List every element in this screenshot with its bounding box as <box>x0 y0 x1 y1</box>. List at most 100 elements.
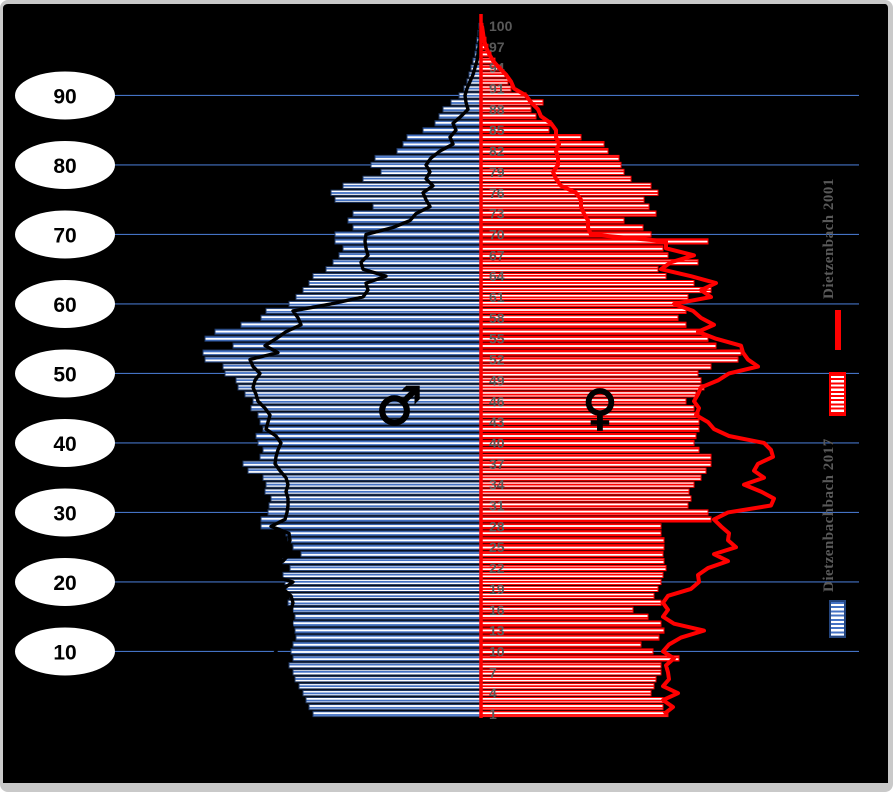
male-2017-bar <box>260 516 482 523</box>
female-2017-bar <box>480 676 657 683</box>
female-2017-bar <box>480 453 712 460</box>
female-2017-bar <box>480 523 662 530</box>
male-2017-bar <box>308 703 482 711</box>
female-2017-bar <box>480 537 665 544</box>
male-2017-bar <box>295 293 482 301</box>
female-2017-bar <box>480 627 665 634</box>
male-2017-bar <box>352 224 482 231</box>
male-2017-bar <box>312 273 482 280</box>
male-2017-bar <box>242 460 482 467</box>
male-2017-bar <box>235 377 482 384</box>
female-2017-bar <box>480 245 664 252</box>
female-2017-bar <box>480 460 712 467</box>
legend-label-2001: Dietzenbach 2001 <box>821 178 837 300</box>
decade-ovals-layer: 10 20 30 40 50 60 70 80 90 <box>15 71 115 676</box>
female-2017-bar <box>480 599 662 606</box>
female-2017-bar <box>480 655 680 662</box>
decade-oval-label: 20 <box>53 572 76 595</box>
pyramid-plot-area: 1 4 7 10 13 16 19 22 25 28 31 34 37 40 43 46 49 52 55 58 61 6… <box>15 13 859 722</box>
female-2017-bar <box>480 286 712 294</box>
female-2017-bar <box>480 488 690 495</box>
male-2017-bar <box>458 92 482 99</box>
female-2017-bar <box>480 349 742 356</box>
female-2017-bar <box>480 370 699 377</box>
female-2017-bar <box>480 328 702 335</box>
female-2017-bar <box>480 585 659 592</box>
age-tick-label: 100 <box>489 18 513 34</box>
male-2017-bar <box>334 238 482 245</box>
male-2017-bar <box>282 558 482 565</box>
male-2017-bar <box>237 384 482 391</box>
male-2017-bar <box>240 321 482 328</box>
male-2017-bar <box>257 439 482 447</box>
male-2017-bar <box>292 669 482 676</box>
male-2017-bar <box>292 620 482 627</box>
male-2017-bar <box>292 606 482 613</box>
male-2017-bar <box>330 189 482 196</box>
decade-oval-label: 10 <box>53 641 76 664</box>
male-2017-bar <box>260 523 482 530</box>
male-2017-bar <box>334 231 482 238</box>
female-2017-bar <box>480 203 650 210</box>
decade-oval <box>15 140 115 189</box>
female-2017-bar <box>480 558 665 565</box>
female-2017-bar <box>480 502 689 509</box>
age-tick-label: 16 <box>489 602 505 618</box>
age-tick-label: 49 <box>489 372 505 388</box>
legend-2001-line-swatch <box>835 310 841 350</box>
decade-oval-label: 40 <box>53 433 76 456</box>
male-2017-bar <box>264 488 482 495</box>
age-tick-label: 55 <box>489 331 505 347</box>
male-2017-bar <box>222 363 482 370</box>
female-2017-bar <box>480 356 739 363</box>
male-2017-bar <box>342 245 482 252</box>
legend-2017-striped-bar-swatch <box>829 600 846 638</box>
decade-oval <box>15 627 115 676</box>
decade-oval-label: 50 <box>53 363 76 386</box>
age-tick-label: 67 <box>489 247 505 263</box>
decade-oval-label: 90 <box>53 85 76 108</box>
male-2017-bar <box>298 683 482 690</box>
female-2017-bar <box>480 669 662 676</box>
male-2017-bar <box>312 710 482 718</box>
female-2017-bar <box>480 613 649 620</box>
male-2017-bar <box>406 134 482 141</box>
male-icon: ♂ <box>376 377 423 437</box>
age-tick-label: 91 <box>489 81 505 97</box>
male-2017-bar <box>257 412 482 419</box>
age-tick-label: 40 <box>489 435 505 451</box>
age-tick-labels-layer: 1 4 7 10 13 16 19 22 25 28 31 34 37 40 43 46 49 52 55 58 61 6… <box>489 18 513 722</box>
age-tick-label: 76 <box>489 185 505 201</box>
male-2017-bar <box>338 252 482 259</box>
female-2017-bar <box>480 551 664 558</box>
age-tick-label: 13 <box>489 623 505 639</box>
male-2017-bar <box>204 356 482 363</box>
male-2017-bar <box>260 314 482 321</box>
male-2017-bar <box>362 175 482 182</box>
male-2017-bar <box>292 641 482 648</box>
legend-label-2017: Dietzenbachbach 2017 <box>821 438 837 592</box>
decade-oval-label: 70 <box>53 224 76 247</box>
female-2017-bar <box>480 648 654 655</box>
age-tick-label: 34 <box>489 477 505 493</box>
age-tick-label: 7 <box>489 664 497 680</box>
female-2017-bar <box>480 335 709 342</box>
female-2017-bar <box>480 224 644 231</box>
female-2017-bar <box>480 238 709 245</box>
age-tick-label: 22 <box>489 560 505 576</box>
male-2017-bar <box>422 127 482 134</box>
male-2017-bar <box>290 648 482 655</box>
male-2017-bar <box>204 335 482 342</box>
age-tick-label: 97 <box>489 39 505 55</box>
male-2017-bar <box>292 544 482 551</box>
male-2017-bar <box>255 432 482 440</box>
male-2017-bar <box>347 217 482 224</box>
age-tick-label: 10 <box>489 643 505 659</box>
female-2017-bar <box>480 196 645 203</box>
female-2017-bar <box>480 571 664 579</box>
male-2017-bar <box>325 266 482 273</box>
male-2017-bar <box>244 391 482 398</box>
female-2017-bar <box>480 592 655 599</box>
male-2017-bar <box>305 697 482 704</box>
female-2017-bar <box>480 252 669 259</box>
